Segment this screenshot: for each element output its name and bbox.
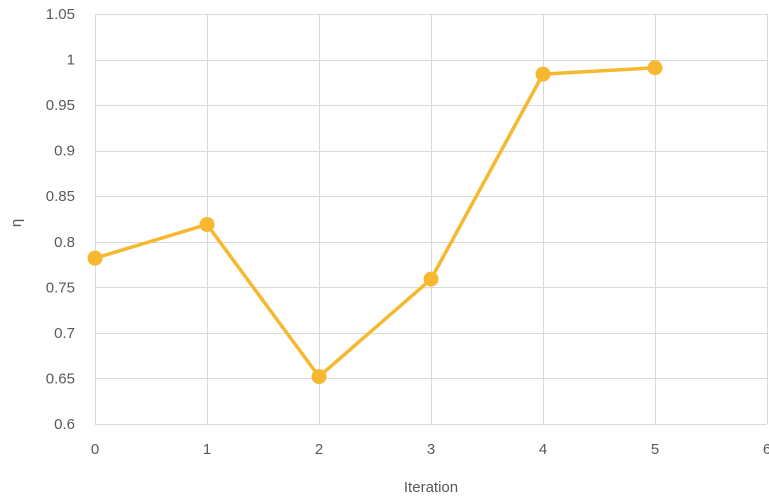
x-tick-label: 3 — [427, 441, 435, 458]
y-tick-label: 1.05 — [46, 6, 75, 23]
data-point — [535, 66, 551, 82]
y-tick-label: 1 — [67, 52, 75, 69]
y-tick-label: 0.95 — [46, 97, 75, 114]
y-tick-label: 0.7 — [54, 325, 75, 342]
x-tick-label: 1 — [203, 441, 211, 458]
x-tick-label: 5 — [651, 441, 659, 458]
series-group — [87, 60, 663, 385]
series-line — [93, 66, 657, 379]
y-axis-title: η — [8, 219, 25, 227]
y-tick-label: 0.8 — [54, 234, 75, 251]
x-tick-labels: 0 1 2 3 4 5 6 — [91, 441, 769, 458]
x-axis-title: Iteration — [404, 479, 458, 496]
x-tick-label: 4 — [539, 441, 547, 458]
x-tick-label: 6 — [763, 441, 769, 458]
data-point — [423, 271, 439, 287]
y-tick-labels: 0.6 0.65 0.7 0.75 0.8 0.85 0.9 0.95 1 1.05 — [46, 6, 75, 433]
y-tick-label: 0.65 — [46, 370, 75, 387]
data-point — [647, 60, 663, 76]
data-point — [199, 216, 215, 232]
y-tick-label: 0.6 — [54, 416, 75, 433]
x-tick-label: 2 — [315, 441, 323, 458]
grid-lines — [95, 14, 768, 425]
data-point — [311, 369, 327, 385]
y-tick-label: 0.85 — [46, 188, 75, 205]
x-tick-label: 0 — [91, 441, 99, 458]
y-tick-label: 0.9 — [54, 143, 75, 160]
data-point — [87, 250, 103, 266]
y-tick-label: 0.75 — [46, 279, 75, 296]
